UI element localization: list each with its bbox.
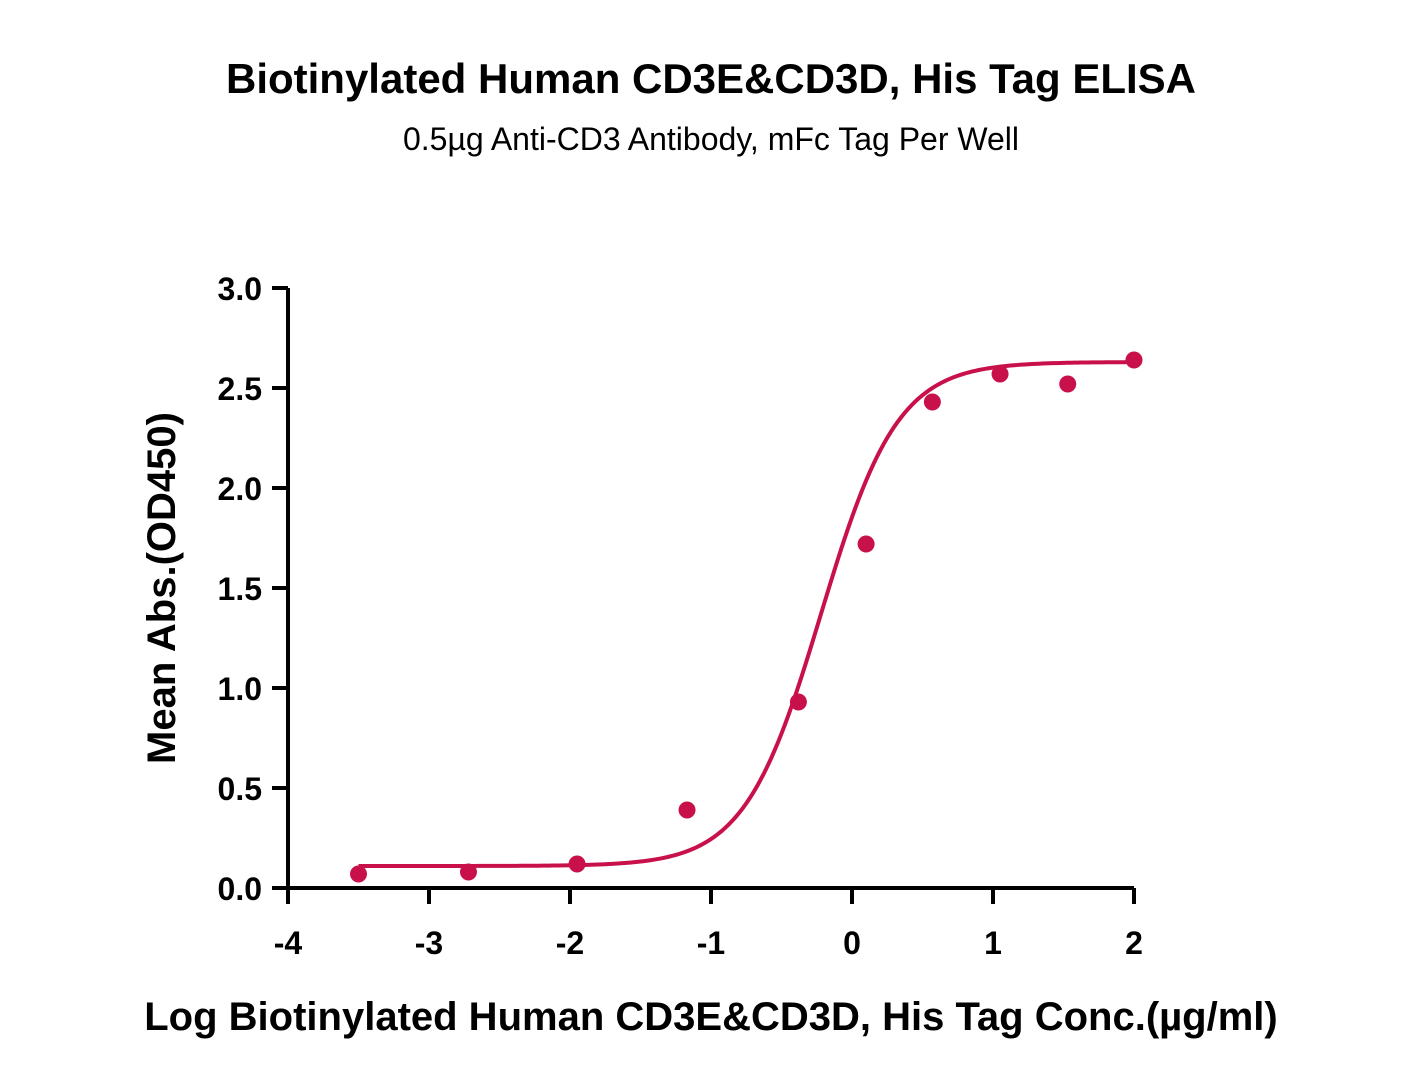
chart-title: Biotinylated Human CD3E&CD3D, His Tag EL…	[226, 55, 1196, 102]
y-tick-label: 1.5	[218, 571, 262, 607]
data-points	[350, 351, 1143, 883]
data-point	[568, 855, 586, 873]
y-tick-label: 0.5	[218, 771, 262, 807]
y-tick-label: 0.0	[218, 871, 262, 907]
y-tick-label: 1.0	[218, 671, 262, 707]
fit-curve	[358, 360, 1135, 868]
data-point	[350, 865, 367, 883]
data-point	[459, 863, 477, 881]
y-tick-label: 3.0	[218, 271, 262, 307]
data-point	[1059, 375, 1077, 393]
x-tick-label: 2	[1125, 925, 1143, 961]
x-axis-label: Log Biotinylated Human CD3E&CD3D, His Ta…	[144, 995, 1277, 1039]
data-point	[1125, 351, 1143, 369]
data-point	[789, 693, 807, 711]
data-point	[923, 393, 941, 411]
data-point	[857, 535, 875, 553]
data-point	[678, 801, 696, 819]
y-tick-label: 2.5	[218, 371, 262, 407]
x-ticks: -4 -3 -2 -1 0 1 2	[274, 888, 1143, 961]
x-tick-label: -4	[274, 925, 303, 961]
y-ticks: 0.0 0.5 1.0 1.5 2.0 2.5 3.0	[218, 271, 288, 907]
chart-subtitle: 0.5µg Anti-CD3 Antibody, mFc Tag Per Wel…	[403, 121, 1019, 157]
y-axis-label: Mean Abs.(OD450)	[140, 412, 184, 764]
x-tick-label: 0	[843, 925, 861, 961]
x-tick-label: -3	[415, 925, 443, 961]
y-tick-label: 2.0	[218, 471, 262, 507]
x-tick-label: -2	[556, 925, 584, 961]
data-point	[991, 365, 1009, 383]
x-tick-label: -1	[697, 925, 725, 961]
x-tick-label: 1	[984, 925, 1002, 961]
